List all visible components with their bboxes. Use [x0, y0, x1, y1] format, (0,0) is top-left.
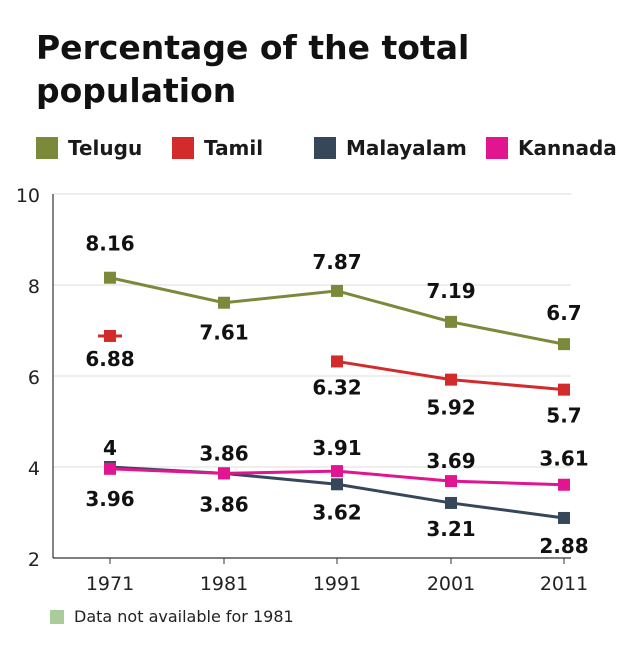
legend-item-tamil: Tamil: [172, 136, 263, 160]
data-point-telugu: [218, 296, 230, 309]
legend-item-telugu: Telugu: [36, 136, 142, 160]
data-label-kannada: 3.96: [85, 487, 134, 511]
chart-legend: Telugu Tamil Malayalam Kannada: [36, 136, 626, 166]
data-point-telugu: [558, 338, 570, 351]
x-tick-label: 2001: [427, 573, 475, 595]
note-swatch: [50, 609, 64, 624]
data-label-malayalam: 4: [103, 436, 117, 460]
x-tick-label: 1971: [86, 573, 134, 595]
legend-item-kannada: Kannada: [486, 136, 617, 160]
legend-swatch-malayalam: [314, 137, 336, 159]
data-point-kannada: [558, 478, 570, 491]
data-point-telugu: [104, 271, 116, 284]
legend-swatch-kannada: [486, 137, 508, 159]
y-tick-label: 8: [28, 276, 40, 298]
note-text: Data not available for 1981: [74, 607, 294, 626]
data-point-malayalam: [331, 478, 343, 491]
data-point-kannada: [445, 475, 457, 488]
legend-swatch-tamil: [172, 137, 194, 159]
data-label-tamil: 5.7: [546, 404, 581, 428]
data-label-telugu: 7.61: [199, 321, 248, 345]
data-label-malayalam: 3.86: [199, 492, 248, 516]
x-tick-label: 1991: [313, 573, 361, 595]
data-point-kannada: [331, 465, 343, 478]
chart-title: Percentage of the total population: [36, 28, 470, 110]
legend-label-kannada: Kannada: [518, 136, 617, 160]
data-point-tamil: [104, 329, 116, 342]
data-label-malayalam: 2.88: [539, 534, 588, 558]
data-label-kannada: 3.86: [199, 441, 248, 465]
data-point-telugu: [445, 315, 457, 328]
legend-label-tamil: Tamil: [204, 136, 264, 160]
data-label-tamil: 5.92: [426, 396, 475, 420]
legend-item-malayalam: Malayalam: [314, 136, 467, 160]
data-label-kannada: 3.91: [312, 436, 361, 460]
data-label-telugu: 7.87: [312, 250, 361, 274]
chart-note: Data not available for 1981: [50, 607, 294, 626]
data-point-malayalam: [558, 511, 570, 524]
x-tick-label: 1981: [200, 573, 248, 595]
data-point-tamil: [558, 383, 570, 396]
data-label-telugu: 8.16: [85, 232, 134, 256]
data-label-tamil: 6.88: [85, 347, 134, 371]
data-point-telugu: [331, 284, 343, 297]
data-point-kannada: [218, 467, 230, 480]
legend-label-telugu: Telugu: [68, 136, 143, 160]
legend-swatch-telugu: [36, 137, 58, 159]
data-point-tamil: [445, 373, 457, 386]
y-tick-label: 2: [28, 549, 40, 571]
data-label-kannada: 3.69: [426, 449, 475, 473]
data-label-kannada: 3.61: [539, 447, 588, 471]
y-tick-label: 10: [16, 185, 40, 207]
data-point-kannada: [104, 462, 116, 475]
data-label-malayalam: 3.21: [426, 517, 475, 541]
legend-label-malayalam: Malayalam: [346, 136, 467, 160]
x-tick-label: 2011: [540, 573, 588, 595]
data-label-malayalam: 3.62: [312, 500, 361, 524]
data-label-telugu: 6.7: [546, 301, 581, 325]
data-label-tamil: 6.32: [312, 375, 361, 399]
y-tick-label: 4: [28, 458, 40, 480]
data-point-malayalam: [445, 496, 457, 509]
data-point-tamil: [331, 355, 343, 368]
data-label-telugu: 7.19: [426, 279, 475, 303]
y-tick-label: 6: [28, 367, 40, 389]
